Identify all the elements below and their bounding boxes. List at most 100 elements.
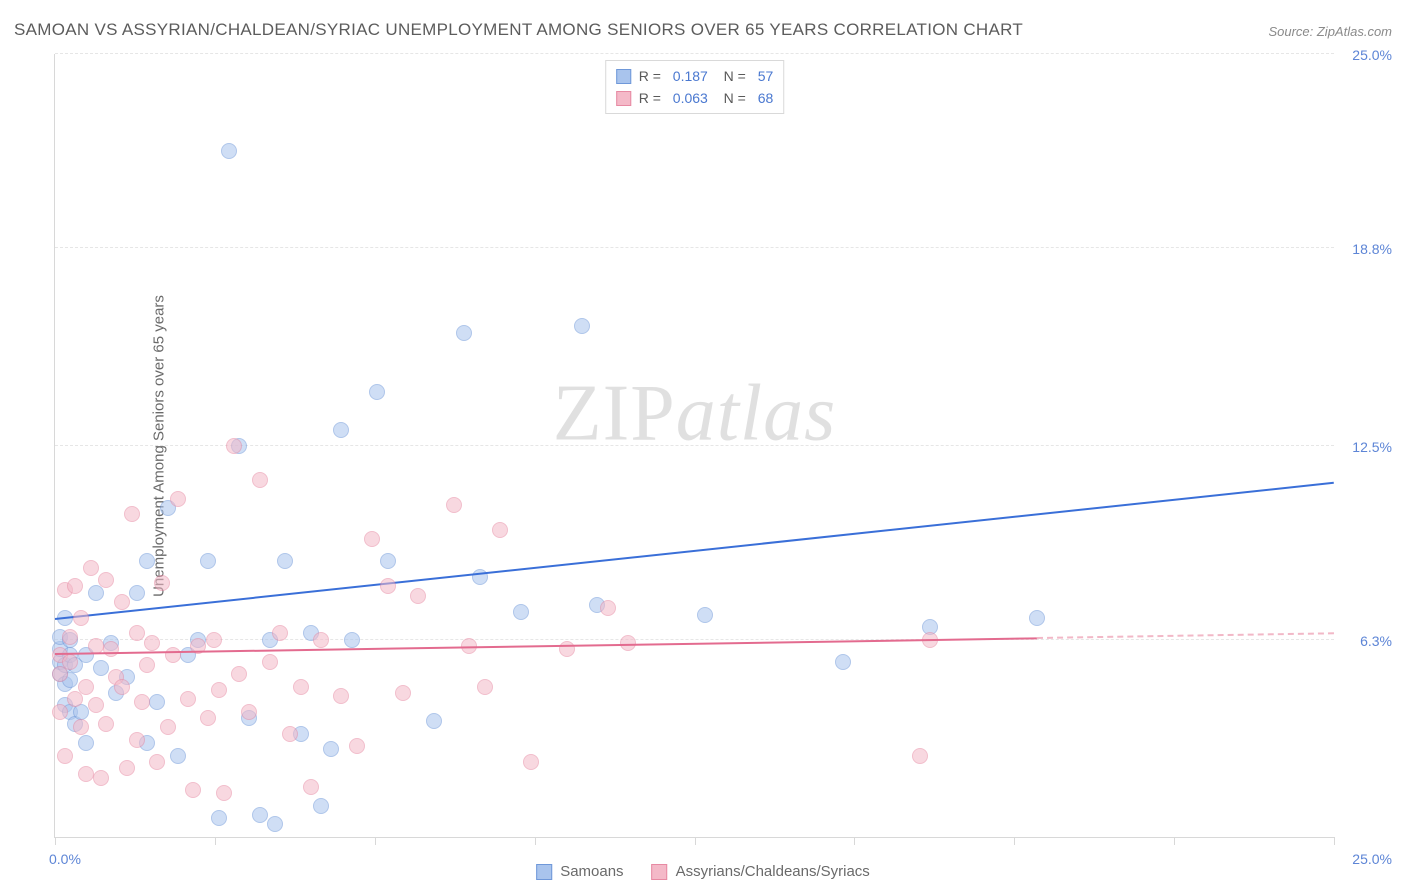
- y-tick-label: 12.5%: [1352, 439, 1392, 455]
- data-point: [134, 694, 150, 710]
- data-point: [57, 748, 73, 764]
- data-point: [303, 779, 319, 795]
- data-point: [252, 807, 268, 823]
- data-point: [206, 632, 222, 648]
- legend-series-label: Assyrians/Chaldeans/Syriacs: [676, 863, 870, 880]
- data-point: [380, 553, 396, 569]
- data-point: [216, 785, 232, 801]
- data-point: [456, 325, 472, 341]
- data-point: [523, 754, 539, 770]
- grid-line: [55, 639, 1334, 640]
- data-point: [93, 770, 109, 786]
- trend-line: [55, 482, 1334, 620]
- data-point: [200, 710, 216, 726]
- data-point: [93, 660, 109, 676]
- data-point: [180, 691, 196, 707]
- data-point: [88, 697, 104, 713]
- data-point: [129, 585, 145, 601]
- legend-correlation: R = 0.187 N = 57R = 0.063 N = 68: [605, 60, 785, 114]
- data-point: [600, 600, 616, 616]
- data-point: [73, 610, 89, 626]
- data-point: [277, 553, 293, 569]
- data-point: [78, 679, 94, 695]
- data-point: [170, 748, 186, 764]
- data-point: [912, 748, 928, 764]
- data-point: [78, 766, 94, 782]
- data-point: [272, 625, 288, 641]
- data-point: [149, 754, 165, 770]
- legend-N-value: 57: [754, 65, 773, 87]
- legend-R-label: R =: [639, 65, 661, 87]
- data-point: [364, 531, 380, 547]
- y-tick-label: 18.8%: [1352, 241, 1392, 257]
- data-point: [165, 647, 181, 663]
- legend-R-value: 0.063: [669, 87, 708, 109]
- source-attribution: Source: ZipAtlas.com: [1268, 24, 1392, 39]
- data-point: [492, 522, 508, 538]
- data-point: [160, 719, 176, 735]
- legend-row: R = 0.063 N = 68: [616, 87, 774, 109]
- data-point: [369, 384, 385, 400]
- data-point: [267, 816, 283, 832]
- x-tick: [55, 837, 56, 845]
- data-point: [211, 810, 227, 826]
- data-point: [241, 704, 257, 720]
- data-point: [252, 472, 268, 488]
- watermark: ZIPatlas: [553, 369, 837, 460]
- data-point: [344, 632, 360, 648]
- data-point: [282, 726, 298, 742]
- data-point: [98, 716, 114, 732]
- legend-swatch: [652, 864, 668, 880]
- data-point: [154, 575, 170, 591]
- data-point: [226, 438, 242, 454]
- data-point: [124, 506, 140, 522]
- data-point: [477, 679, 493, 695]
- data-point: [67, 578, 83, 594]
- data-point: [62, 629, 78, 645]
- data-point: [231, 666, 247, 682]
- data-point: [144, 635, 160, 651]
- data-point: [62, 654, 78, 670]
- x-tick: [215, 837, 216, 845]
- data-point: [139, 657, 155, 673]
- data-point: [380, 578, 396, 594]
- data-point: [513, 604, 529, 620]
- x-tick: [1334, 837, 1335, 845]
- grid-line: [55, 53, 1334, 54]
- x-origin-label: 0.0%: [49, 851, 81, 867]
- legend-R-value: 0.187: [669, 65, 708, 87]
- data-point: [119, 760, 135, 776]
- legend-swatch: [616, 91, 631, 106]
- data-point: [333, 422, 349, 438]
- data-point: [410, 588, 426, 604]
- data-point: [129, 732, 145, 748]
- data-point: [52, 704, 68, 720]
- data-point: [313, 632, 329, 648]
- x-tick: [854, 837, 855, 845]
- data-point: [114, 679, 130, 695]
- data-point: [395, 685, 411, 701]
- legend-N-label: N =: [716, 65, 746, 87]
- legend-series-item: Samoans: [536, 863, 623, 880]
- data-point: [98, 572, 114, 588]
- data-point: [574, 318, 590, 334]
- y-tick-label: 6.3%: [1360, 633, 1392, 649]
- x-tick: [535, 837, 536, 845]
- legend-swatch: [536, 864, 552, 880]
- x-max-label: 25.0%: [1352, 851, 1392, 867]
- legend-series: Samoans Assyrians/Chaldeans/Syriacs: [536, 863, 870, 880]
- data-point: [1029, 610, 1045, 626]
- data-point: [559, 641, 575, 657]
- data-point: [333, 688, 349, 704]
- data-point: [697, 607, 713, 623]
- x-tick: [375, 837, 376, 845]
- data-point: [200, 553, 216, 569]
- legend-row: R = 0.187 N = 57: [616, 65, 774, 87]
- x-tick: [1174, 837, 1175, 845]
- data-point: [129, 625, 145, 641]
- data-point: [211, 682, 227, 698]
- x-tick: [695, 837, 696, 845]
- legend-series-label: Samoans: [560, 863, 623, 880]
- data-point: [103, 641, 119, 657]
- x-tick: [1014, 837, 1015, 845]
